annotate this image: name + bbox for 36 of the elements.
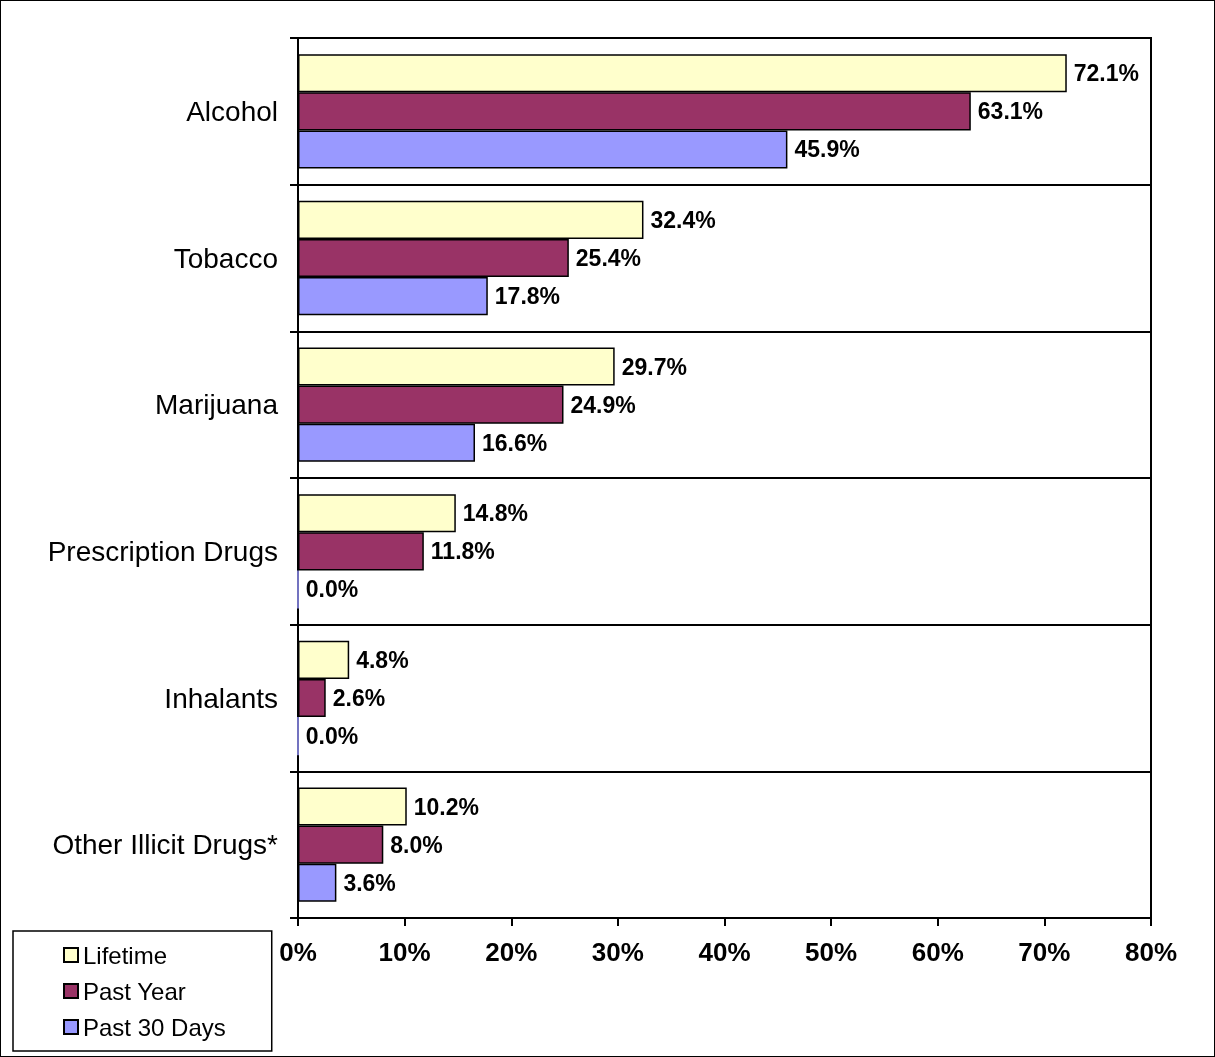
x-tick-label: 60% xyxy=(911,937,964,967)
legend-label: Past 30 Days xyxy=(83,1013,226,1041)
y-tick-label: Alcohol xyxy=(186,95,278,127)
x-tick-label: 30% xyxy=(591,937,644,967)
y-tick-label: Tobacco xyxy=(173,242,278,274)
data-label: 32.4% xyxy=(650,206,716,233)
data-label: 2.6% xyxy=(332,685,386,711)
x-tick-label: 0% xyxy=(279,937,317,967)
data-label: 17.8% xyxy=(494,283,561,310)
data-label: 11.8% xyxy=(430,538,495,565)
data-label: 29.7% xyxy=(621,353,687,380)
x-tick-label: 70% xyxy=(1018,937,1071,967)
data-label: 25.4% xyxy=(575,245,642,271)
data-label: 14.8% xyxy=(462,500,529,527)
data-label: 24.9% xyxy=(570,391,636,418)
x-tick-label: 80% xyxy=(1124,937,1178,967)
data-label: 3.6% xyxy=(343,869,396,896)
y-tick-label: Marijuana xyxy=(155,389,279,421)
data-label: 72.1% xyxy=(1073,60,1139,87)
data-label: 4.8% xyxy=(356,646,409,673)
data-label: 16.6% xyxy=(482,429,548,456)
data-label: 63.1% xyxy=(977,98,1044,125)
data-label: 45.9% xyxy=(794,136,860,163)
x-tick-label: 50% xyxy=(805,937,858,967)
legend-label: Past Year xyxy=(83,977,186,1005)
data-label: 0.0% xyxy=(305,723,359,750)
y-tick-label: Prescription Drugs xyxy=(47,535,278,567)
y-tick-label: Other Illicit Drugs* xyxy=(52,829,279,861)
x-tick-label: 40% xyxy=(698,937,751,967)
y-tick-label: Inhalants xyxy=(164,682,278,714)
data-label: 8.0% xyxy=(390,831,443,858)
legend-label: Lifetime xyxy=(83,941,168,969)
x-tick-label: 10% xyxy=(378,937,431,967)
data-label: 0.0% xyxy=(305,576,359,603)
data-label: 10.2% xyxy=(413,793,479,820)
x-tick-label: 20% xyxy=(485,937,538,967)
